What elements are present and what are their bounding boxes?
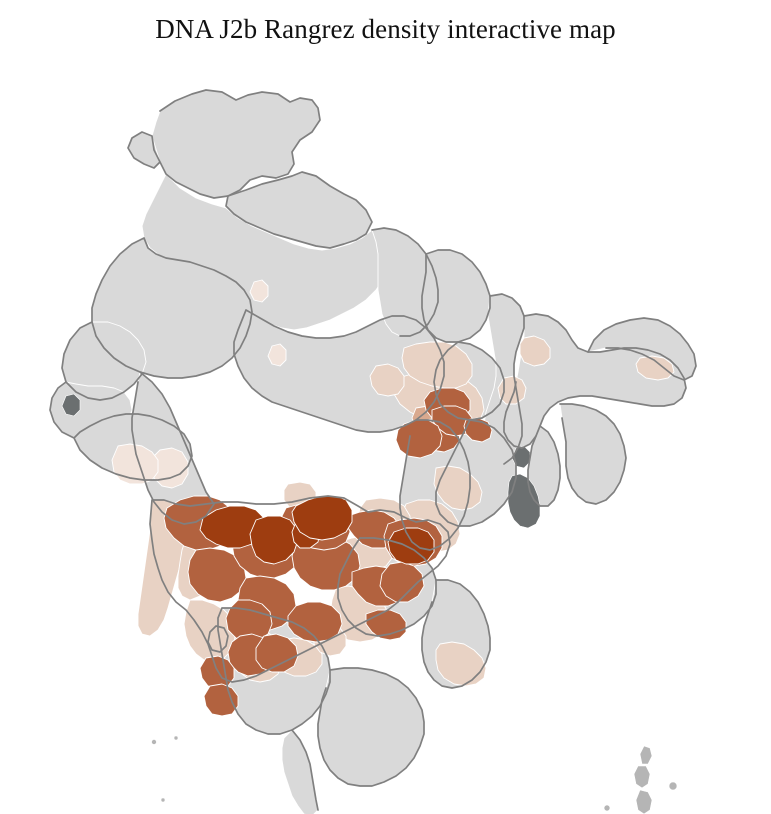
district-region[interactable] <box>635 355 675 381</box>
island-region[interactable] <box>603 804 611 812</box>
island-region[interactable] <box>151 739 157 745</box>
district-region[interactable] <box>435 641 487 687</box>
map-highlight-gray-layer <box>61 393 541 529</box>
india-choropleth-map[interactable] <box>0 48 771 814</box>
district-region[interactable] <box>255 633 299 673</box>
district-region[interactable] <box>187 547 247 603</box>
island-region[interactable] <box>639 745 653 765</box>
district-region[interactable] <box>249 279 269 303</box>
island-region[interactable] <box>633 765 651 789</box>
district-region[interactable] <box>497 375 527 405</box>
district-region[interactable] <box>199 655 235 689</box>
district-region[interactable] <box>317 667 425 787</box>
page-title: DNA J2b Rangrez density interactive map <box>155 14 616 44</box>
map-islands-layer <box>151 735 678 814</box>
map-state-boundaries <box>49 89 697 811</box>
district-region[interactable] <box>401 341 473 389</box>
district-region[interactable] <box>281 729 319 814</box>
island-region[interactable] <box>635 789 653 814</box>
district-region[interactable] <box>267 343 287 367</box>
island-region[interactable] <box>668 781 678 791</box>
island-region[interactable] <box>160 797 166 803</box>
map-verylow-layer <box>151 279 287 489</box>
district-region[interactable] <box>203 683 239 717</box>
map-veryhigh-layer <box>199 495 435 565</box>
district-region[interactable] <box>249 515 299 565</box>
district-region[interactable] <box>61 393 81 417</box>
district-region[interactable] <box>421 249 491 343</box>
district-region[interactable] <box>369 363 405 397</box>
island-region[interactable] <box>173 735 179 741</box>
district-region[interactable] <box>519 335 551 367</box>
district-region[interactable] <box>387 527 435 565</box>
district-region[interactable] <box>379 561 425 603</box>
